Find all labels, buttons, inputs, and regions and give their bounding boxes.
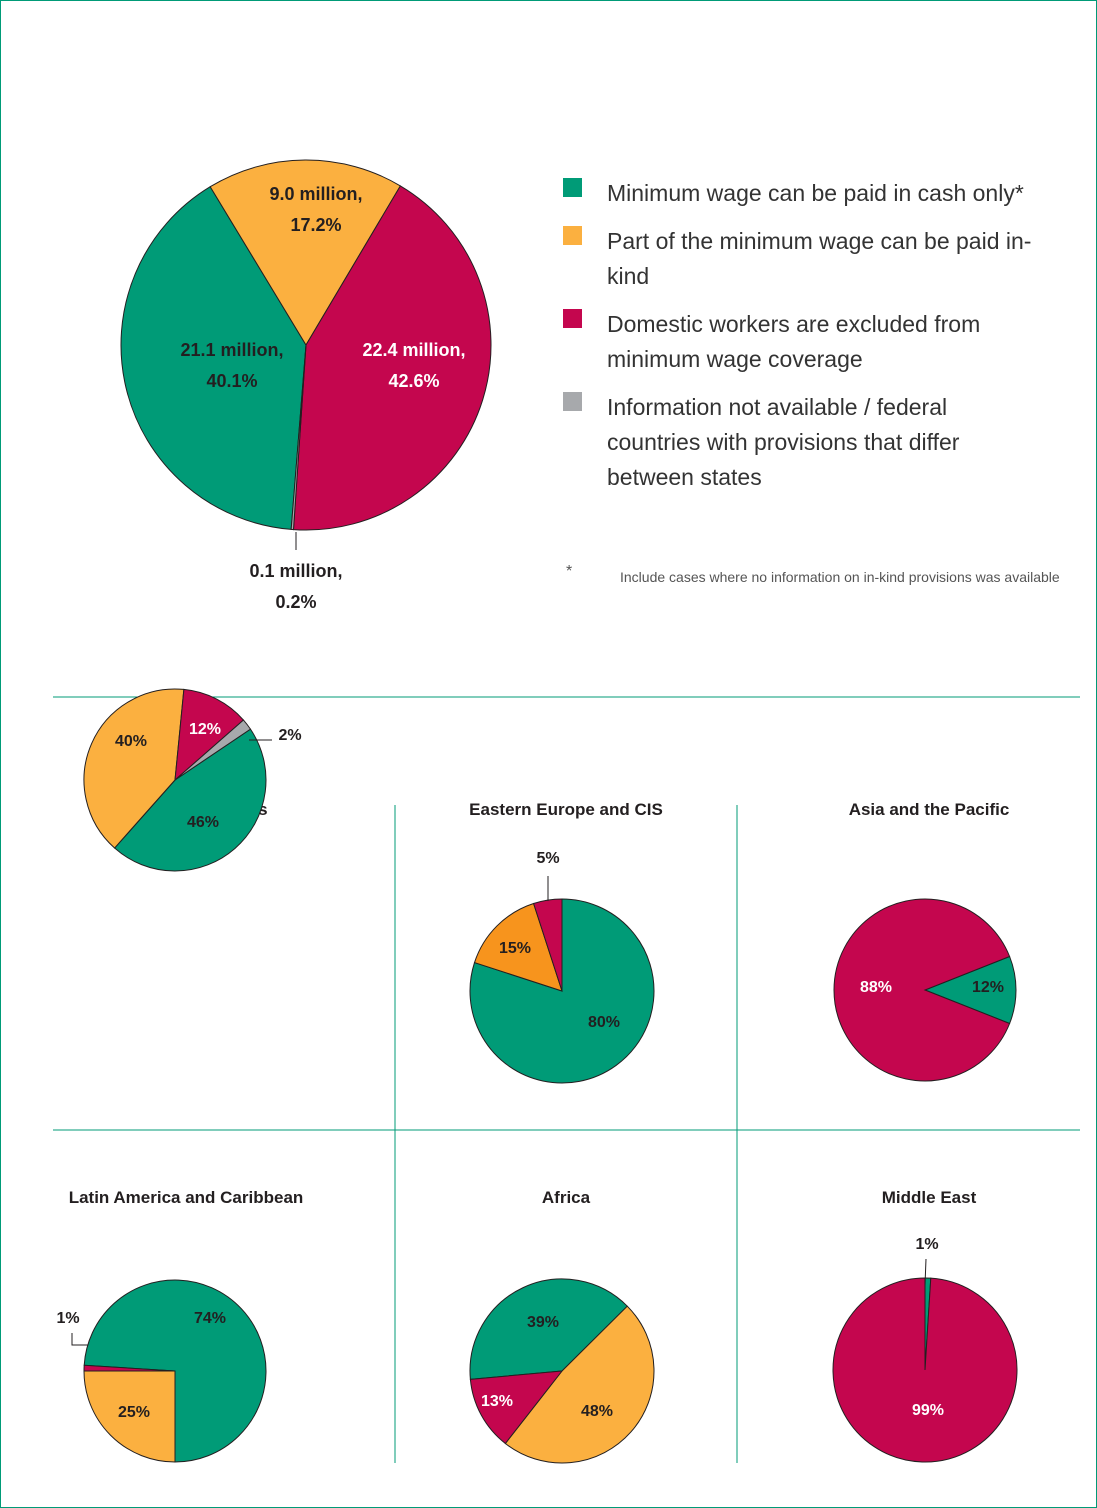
legend-label: Minimum wage can be paid in cash only* — [607, 180, 1024, 206]
legend-item: Minimum wage can be paid in cash only* — [563, 176, 1033, 211]
value-label: 99% — [912, 1402, 944, 1419]
value-label: 1% — [56, 1310, 79, 1327]
value-label: 21.1 million, 40.1% — [180, 340, 283, 391]
pie-slice — [83, 1364, 176, 1372]
value-label: 13% — [481, 1393, 513, 1410]
chart-title: Latin America and Caribbean — [69, 1188, 304, 1207]
pie-slice — [113, 728, 267, 872]
chart-title: Asia and the Pacific — [849, 800, 1010, 819]
legend-swatch — [563, 309, 582, 328]
legend-swatch — [563, 226, 582, 245]
pie-slice — [120, 186, 307, 530]
legend-swatch — [563, 178, 582, 197]
value-label: 12% — [189, 721, 221, 738]
value-label: 39% — [527, 1314, 559, 1331]
value-label-line: 22.4 million, — [362, 340, 465, 360]
value-label: 88% — [860, 979, 892, 996]
pie-slice — [473, 902, 563, 992]
value-label-line: 0.2% — [275, 592, 316, 612]
pie-slice — [504, 1305, 655, 1464]
value-label-line: 21.1 million, — [180, 340, 283, 360]
value-label: 80% — [588, 1014, 620, 1031]
note-text: Include cases where no information on in… — [620, 569, 1060, 585]
value-label: 48% — [581, 1403, 613, 1420]
legend-item: Information not available / federal coun… — [563, 390, 1033, 495]
value-label: 5% — [536, 850, 559, 867]
pie-slice — [83, 688, 185, 849]
chart-title: Eastern Europe and CIS — [469, 800, 663, 819]
pie-slice — [832, 1277, 1018, 1463]
chart-title: Africa — [542, 1188, 591, 1207]
leader-line — [71, 1333, 88, 1346]
value-label: 15% — [499, 940, 531, 957]
legend-item: Domestic workers are excluded from minim… — [563, 307, 1033, 377]
value-label-line: 0.1 million, — [249, 561, 342, 581]
leader-line — [924, 1258, 927, 1286]
value-label: 12% — [972, 979, 1004, 996]
value-label: 40% — [115, 733, 147, 750]
legend: Minimum wage can be paid in cash only* Pa… — [563, 176, 1033, 508]
chart-title: Middle East — [882, 1188, 977, 1207]
legend-swatch — [563, 392, 582, 411]
pie-slice — [174, 688, 245, 782]
pie-slice — [469, 1370, 564, 1445]
value-label-line: 40.1% — [206, 371, 257, 391]
value-label: 1% — [915, 1236, 938, 1253]
value-label-line: 9.0 million, — [269, 184, 362, 204]
legend-label: Part of the minimum wage can be paid in-… — [607, 228, 1032, 289]
pie-slice — [209, 159, 402, 346]
pie-slice — [292, 185, 492, 531]
legend-label: Domestic workers are excluded from minim… — [607, 311, 981, 372]
value-label-line: 17.2% — [290, 215, 341, 235]
value-label: 2% — [278, 727, 301, 744]
value-label: 22.4 million, 42.6% — [362, 340, 465, 391]
pie-slice — [290, 344, 307, 531]
value-label: 9.0 million, 17.2% — [269, 184, 362, 235]
value-label: 0.1 million, 0.2% — [249, 561, 342, 612]
legend-label: Information not available / federal coun… — [607, 394, 960, 490]
legend-item: Part of the minimum wage can be paid in-… — [563, 224, 1033, 294]
value-label-line: 42.6% — [388, 371, 439, 391]
value-label: 74% — [194, 1310, 226, 1327]
pie-slice — [833, 898, 1011, 1082]
note-symbol: * — [566, 563, 573, 580]
pie-slice — [923, 955, 1017, 1025]
pie-slice — [469, 1278, 628, 1380]
pie-slice — [83, 1370, 176, 1463]
value-label: 25% — [118, 1404, 150, 1421]
value-label: 46% — [187, 814, 219, 831]
pie-slice — [174, 719, 252, 781]
